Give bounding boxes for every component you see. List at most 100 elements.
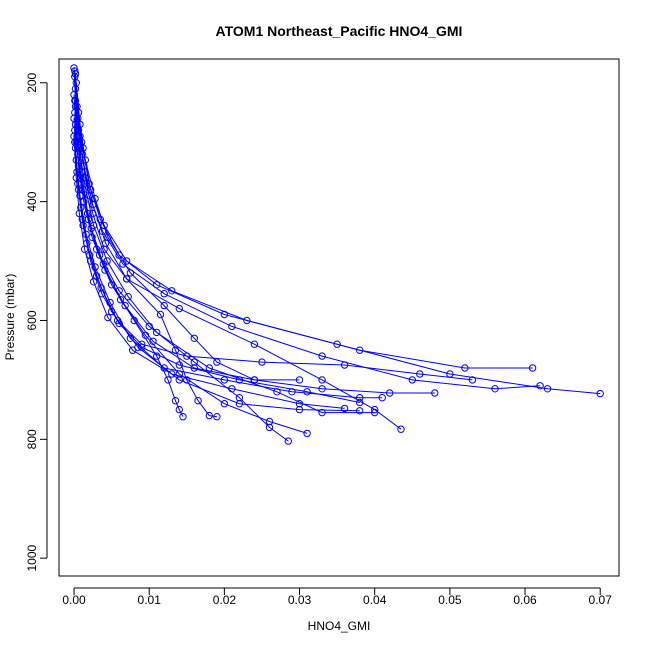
data-point bbox=[194, 397, 202, 405]
data-point bbox=[160, 290, 168, 298]
data-point bbox=[71, 70, 80, 78]
data-point bbox=[284, 437, 292, 445]
data-point bbox=[295, 376, 304, 384]
x-tick-label: 0.00 bbox=[62, 593, 86, 607]
series-9 bbox=[71, 102, 379, 417]
y-tick-label: 200 bbox=[25, 72, 39, 92]
data-point bbox=[175, 361, 184, 369]
x-tick-label: 0.06 bbox=[513, 593, 537, 607]
data-point bbox=[356, 398, 364, 407]
data-point bbox=[250, 340, 259, 348]
series-line bbox=[74, 112, 308, 434]
data-point bbox=[397, 425, 405, 433]
data-point bbox=[168, 370, 176, 378]
data-point bbox=[371, 408, 379, 417]
data-point bbox=[213, 413, 221, 421]
data-point bbox=[340, 361, 349, 369]
data-point bbox=[235, 376, 244, 384]
y-tick-label: 1000 bbox=[25, 545, 39, 572]
data-point bbox=[543, 385, 552, 393]
plot-area bbox=[70, 64, 604, 445]
data-point bbox=[243, 316, 251, 325]
data-point bbox=[461, 364, 469, 372]
data-point bbox=[318, 385, 326, 393]
x-axis: 0.00 0.01 0.02 0.03 0.04 0.05 0.06 0.07 bbox=[62, 587, 612, 607]
data-point bbox=[356, 407, 364, 415]
plot-frame bbox=[58, 58, 620, 577]
data-point bbox=[228, 322, 236, 331]
data-point bbox=[179, 413, 187, 421]
data-point bbox=[528, 364, 537, 372]
data-point bbox=[121, 301, 129, 310]
series-7 bbox=[70, 91, 187, 421]
data-point bbox=[356, 394, 364, 402]
data-point bbox=[303, 429, 311, 438]
x-tick-label: 0.01 bbox=[138, 593, 162, 607]
series-10 bbox=[71, 108, 311, 438]
data-point bbox=[228, 385, 236, 393]
series-line bbox=[75, 124, 435, 394]
data-point bbox=[164, 376, 172, 384]
x-tick-label: 0.05 bbox=[438, 593, 462, 607]
series-15 bbox=[71, 138, 477, 384]
series-line bbox=[74, 130, 360, 412]
data-point bbox=[79, 186, 87, 194]
data-point bbox=[340, 404, 349, 413]
data-point bbox=[431, 389, 439, 397]
data-point bbox=[116, 296, 125, 304]
data-point bbox=[333, 340, 341, 348]
series-line bbox=[73, 67, 402, 430]
data-point bbox=[220, 400, 229, 408]
data-point bbox=[123, 275, 131, 283]
data-point bbox=[416, 370, 424, 378]
data-point bbox=[98, 290, 106, 298]
data-point bbox=[265, 417, 274, 426]
y-tick-label: 800 bbox=[25, 429, 39, 449]
data-point bbox=[596, 389, 604, 398]
series-line bbox=[75, 106, 375, 414]
chart-title: ATOM1 Northeast_Pacific HNO4_GMI bbox=[216, 23, 463, 39]
data-point bbox=[79, 221, 87, 230]
data-point bbox=[386, 389, 394, 397]
data-point bbox=[71, 144, 80, 152]
data-point bbox=[115, 319, 123, 328]
data-point bbox=[536, 382, 544, 390]
series-line bbox=[74, 142, 473, 381]
series-12 bbox=[71, 120, 439, 397]
data-point bbox=[87, 224, 96, 233]
data-point bbox=[190, 334, 199, 342]
data-point bbox=[160, 301, 168, 310]
data-point bbox=[183, 352, 191, 360]
series-line bbox=[73, 136, 345, 409]
data-point bbox=[89, 278, 98, 286]
series-3 bbox=[71, 70, 537, 372]
series-line bbox=[74, 70, 601, 395]
data-point bbox=[408, 376, 416, 384]
x-tick-label: 0.04 bbox=[363, 593, 387, 607]
data-point bbox=[153, 328, 161, 337]
series-14 bbox=[70, 132, 349, 413]
data-point bbox=[235, 400, 244, 408]
y-tick-label: 600 bbox=[25, 310, 39, 330]
y-axis-label: Pressure (mbar) bbox=[3, 274, 17, 361]
data-point bbox=[175, 304, 184, 313]
data-point bbox=[318, 408, 326, 417]
data-point bbox=[258, 358, 266, 366]
x-tick-label: 0.02 bbox=[213, 593, 237, 607]
data-point bbox=[378, 394, 386, 402]
data-point bbox=[156, 310, 165, 319]
data-point bbox=[356, 346, 364, 354]
series-line bbox=[75, 73, 533, 369]
data-point bbox=[85, 192, 93, 200]
y-tick-label: 400 bbox=[25, 191, 39, 211]
data-point bbox=[265, 423, 274, 432]
data-point bbox=[205, 411, 214, 420]
data-point bbox=[168, 287, 176, 295]
data-point bbox=[318, 352, 326, 360]
data-point bbox=[171, 397, 180, 405]
data-point bbox=[86, 257, 95, 265]
data-point bbox=[468, 376, 477, 384]
data-point bbox=[149, 337, 157, 345]
